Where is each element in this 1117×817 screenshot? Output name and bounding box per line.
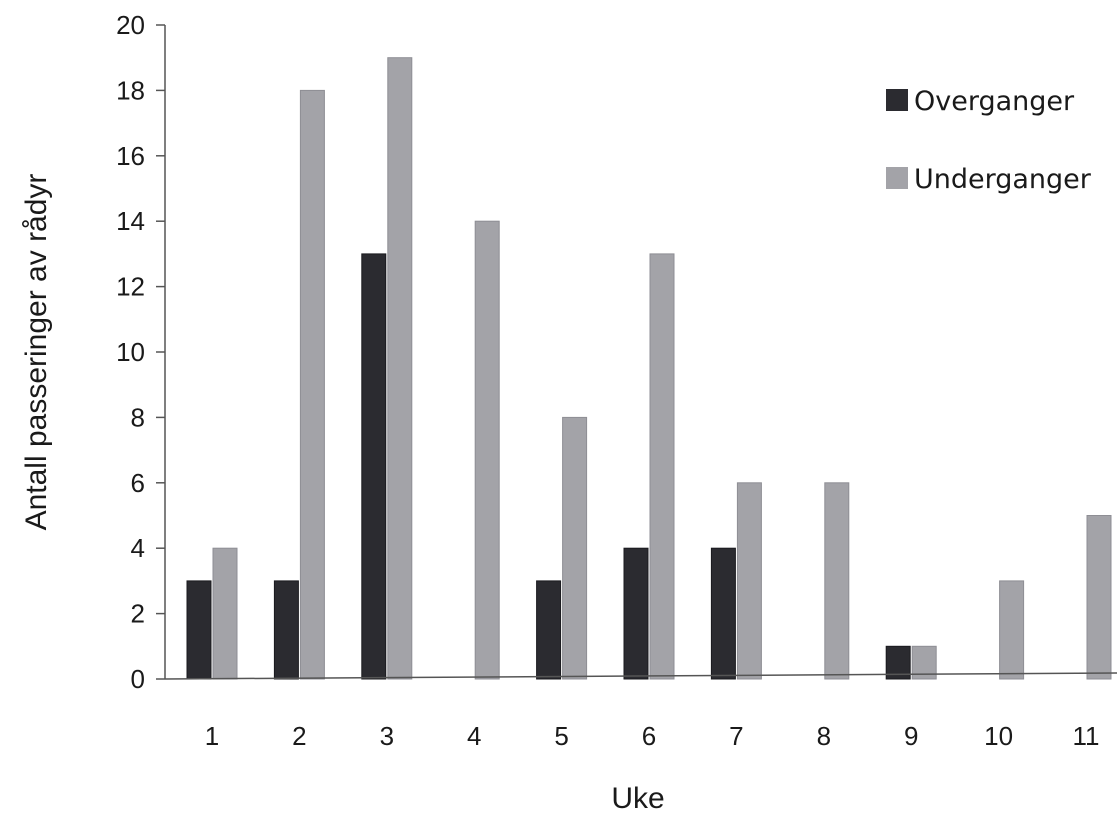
x-tick-label: 2: [292, 721, 306, 751]
y-tick-label: 14: [116, 206, 145, 236]
bar-overganger-uke-2: [273, 580, 299, 680]
bar-underganger-uke-3: [387, 57, 413, 680]
y-tick-label: 4: [131, 533, 145, 563]
x-tick-label: 6: [642, 721, 656, 751]
bar-overganger-uke-6: [623, 547, 649, 680]
x-axis-title: Uke: [611, 782, 664, 815]
bar-overganger-uke-7: [710, 547, 736, 680]
bar-underganger-uke-5: [562, 416, 588, 680]
x-tick-label: 9: [904, 721, 918, 751]
legend-swatch-underganger: [886, 167, 908, 189]
y-axis-ticks: 0 2 4 6 8 10 12 14 16 18 20: [116, 10, 165, 694]
bar-underganger-uke-11: [1086, 515, 1112, 680]
bar-overganger-uke-9: [885, 645, 911, 680]
x-tick-label: 5: [554, 721, 568, 751]
bar-underganger-uke-2: [299, 89, 325, 680]
bar-underganger-uke-10: [999, 580, 1025, 680]
y-tick-label: 16: [116, 141, 145, 171]
bars: [186, 57, 1112, 680]
x-tick-label: 8: [817, 721, 831, 751]
bar-underganger-uke-4: [474, 220, 500, 680]
x-tick-label: 7: [729, 721, 743, 751]
legend: Overganger Underganger: [886, 86, 1092, 195]
x-tick-label: 1: [205, 721, 219, 751]
x-tick-label: 10: [984, 721, 1013, 751]
x-tick-label: 11: [1073, 721, 1100, 751]
x-tick-label: 3: [380, 721, 394, 751]
bar-overganger-uke-3: [361, 253, 387, 680]
y-tick-label: 6: [131, 468, 145, 498]
y-tick-label: 10: [116, 337, 145, 367]
legend-swatch-overganger: [886, 89, 908, 111]
y-tick-label: 12: [116, 272, 145, 302]
y-axis-title: Antall passeringer av rådyr: [20, 174, 53, 531]
y-tick-label: 18: [116, 75, 145, 105]
legend-label-overganger: Overganger: [914, 86, 1075, 117]
bar-underganger-uke-1: [212, 547, 238, 680]
x-axis-ticks: 1 2 3 4 5 6 7 8 9 10 11: [205, 721, 1100, 751]
y-tick-label: 2: [131, 599, 145, 629]
x-axis-line: [164, 672, 1117, 680]
y-tick-label: 20: [116, 10, 145, 40]
bar-underganger-uke-7: [736, 482, 762, 680]
legend-label-underganger: Underganger: [914, 164, 1092, 195]
bar-underganger-uke-6: [649, 253, 675, 680]
x-tick-label: 4: [467, 721, 481, 751]
bar-underganger-uke-8: [824, 482, 850, 680]
y-tick-label: 8: [131, 402, 145, 432]
y-tick-label: 0: [131, 664, 145, 694]
bar-overganger-uke-5: [536, 580, 562, 680]
bar-overganger-uke-1: [186, 580, 212, 680]
